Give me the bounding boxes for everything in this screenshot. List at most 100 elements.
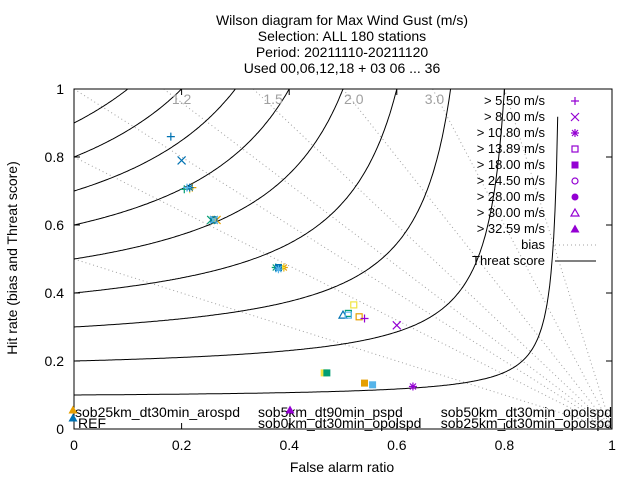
threat-score-curve [74,89,237,192]
triangle-mark [68,405,78,414]
legend-threshold-label: > 28.00 m/s [477,189,546,204]
threat-score-curve [74,89,183,158]
legend-threat-label: Threat score [472,253,545,268]
circle-open-mark [571,177,579,185]
star-mark [571,129,579,137]
cross-mark [570,112,580,122]
threat-score-curve [74,89,505,362]
triangle-open-mark [569,207,581,217]
bias-label: 1.2 [172,91,192,107]
x-tick-label: 0.6 [387,437,407,453]
square-open-mark [344,309,352,317]
plus-mark [571,97,579,105]
square-mark [571,161,579,169]
threat-score-curve [74,89,398,294]
title-line-4: Used 00,06,12,18 + 03 06 ... 36 [244,60,441,76]
ref-label: REF [78,415,106,431]
legend-threshold-marker [570,112,580,122]
model-label: sob25km_dt30min_arospd [75,404,240,420]
bias-line [163,89,612,429]
star-mark [274,265,283,274]
data-point [177,155,187,165]
model-labels: sob25km_dt30min_arospd sob5km_dt90min_psp… [68,404,612,431]
legend-threshold-marker [571,193,579,201]
square-open-mark [355,313,363,321]
y-axis-label: Hit rate (bias and Threat score) [4,161,20,355]
triangle-mark [285,405,295,414]
square-mark [369,381,377,389]
star-mark [408,382,417,391]
plot-curves [74,89,612,429]
title-line-2: Selection: ALL 180 stations [258,28,426,44]
plus-mark [182,183,191,192]
y-tick-label: 0.6 [45,217,65,233]
threat-score-curve [74,89,452,328]
threat-score-curve [74,89,129,124]
data-point [369,381,377,389]
legend-threshold-marker [571,161,579,169]
legend-bias-label: bias [521,237,545,252]
data-point [166,132,175,141]
bias-line [252,89,612,429]
x-tick-label: 0.8 [495,437,515,453]
legend-threshold-label: > 18.00 m/s [477,157,546,172]
title-line-1: Wilson diagram for Max Wind Gust (m/s) [216,12,468,28]
data-point [361,379,369,387]
data-point [392,320,402,330]
plus-mark [360,314,369,323]
legend-threshold-marker [569,207,581,217]
square-open-mark [210,216,218,224]
y-tick-label: 0.4 [45,285,65,301]
square-open-mark [344,311,352,319]
plot-border [73,88,613,430]
model-label-marker [285,405,295,414]
bias-line [432,89,612,429]
threat-score-curve [74,116,559,396]
plus-mark [166,132,175,141]
legend-threshold-marker [571,129,579,137]
data-point [209,215,219,225]
data-point [344,311,352,319]
legend-threshold-label: > 30.00 m/s [477,205,546,220]
y-tick-label: 1 [56,81,64,97]
plot-frame [73,88,613,430]
legend: > 5.50 m/s> 8.00 m/s> 10.80 m/s> 13.89 m… [472,93,596,268]
square-open-mark [350,301,358,309]
legend-threshold-label: > 8.00 m/s [484,109,546,124]
bias-label: 1.5 [263,91,283,107]
y-tick-label: 0.8 [45,149,65,165]
cross-mark [392,320,402,330]
model-label: sob25km_dt30min_opolspd [441,415,612,431]
circle-mark [571,193,579,201]
data-point [360,314,369,323]
x-tick-label: 0.4 [279,437,299,453]
axes-labels: 1.2 1.5 2.0 3.0 0 0.2 0.4 0.6 0.8 1 0 0.2 0.4 0.6 0.8 1 [45,81,617,453]
chart-title: Wilson diagram for Max Wind Gust (m/s) S… [216,12,468,76]
data-point [344,309,352,317]
legend-threshold-label: > 32.59 m/s [477,221,546,236]
data-point [274,265,283,274]
triangle-mark [570,224,580,233]
model-label-marker [68,413,78,422]
y-tick-label: 0 [56,421,64,437]
square-mark [323,369,331,377]
legend-threshold-marker [571,97,579,105]
legend-threshold-marker [571,145,579,153]
data-point [210,216,218,224]
model-label: sob50km_dt30min_opolspd [441,404,612,420]
cross-mark [177,155,187,165]
legend-threshold-label: > 10.80 m/s [477,125,546,140]
x-axis-label: False alarm ratio [290,459,394,475]
y-tick-label: 0.2 [45,353,65,369]
bias-label: 2.0 [344,91,364,107]
legend-threshold-marker [570,224,580,233]
threat-score-curve [74,89,344,260]
model-label: sob0km_dt30min_opolspd [258,415,421,431]
x-tick-label: 0 [70,437,78,453]
square-mark [361,379,369,387]
triangle-mark [68,413,78,422]
legend-threshold-label: > 5.50 m/s [484,93,546,108]
model-label: sob5km_dt90min_pspd [258,404,403,420]
square-open-mark [571,145,579,153]
